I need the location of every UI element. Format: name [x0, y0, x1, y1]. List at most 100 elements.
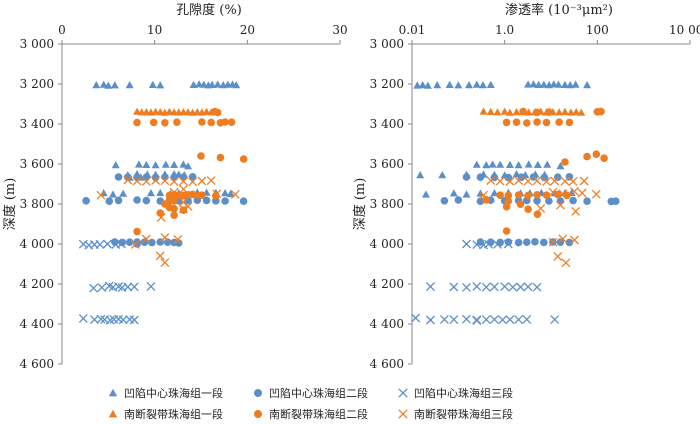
data-point — [476, 197, 485, 205]
data-point — [577, 108, 586, 116]
data-point — [522, 238, 531, 246]
data-point — [439, 314, 449, 324]
data-point — [540, 238, 548, 247]
data-point — [493, 239, 502, 249]
data-point — [505, 160, 514, 168]
data-point — [202, 196, 211, 205]
data-point — [433, 81, 442, 89]
data-point — [198, 191, 206, 199]
data-point — [556, 162, 565, 170]
data-point — [532, 176, 542, 186]
data-point — [536, 203, 546, 213]
data-point — [545, 197, 553, 205]
data-point — [553, 251, 563, 261]
data-point — [591, 189, 601, 199]
data-point — [421, 190, 430, 198]
data-point — [490, 189, 499, 197]
data-point — [533, 108, 541, 117]
data-point — [133, 118, 141, 127]
data-point — [130, 239, 140, 249]
data-point — [155, 251, 165, 261]
data-point — [523, 282, 533, 292]
data-point — [486, 176, 496, 186]
data-point — [514, 176, 524, 186]
data-point — [592, 150, 601, 158]
data-point — [519, 107, 527, 116]
data-point — [111, 161, 120, 169]
data-point — [498, 315, 508, 325]
data-point — [572, 108, 581, 116]
y-tick-label: 3 200 — [20, 77, 54, 91]
legend-item: 南断裂带珠海组一段 — [108, 406, 223, 422]
y-axis-label: 深度 (m) — [352, 178, 368, 231]
data-point — [213, 108, 222, 117]
data-point — [568, 176, 578, 186]
data-point — [481, 282, 491, 292]
y-axis-label: 深度 (m) — [2, 178, 18, 231]
data-point — [232, 81, 241, 89]
data-point — [550, 315, 560, 325]
y-tick-label: 3 000 — [20, 37, 54, 51]
legend-marker — [254, 410, 262, 418]
data-point — [183, 201, 193, 211]
data-point — [134, 160, 143, 168]
data-point — [524, 80, 533, 88]
data-point — [516, 282, 525, 292]
data-point — [558, 234, 568, 244]
data-point — [449, 282, 459, 292]
data-point — [239, 155, 248, 163]
data-point — [472, 80, 481, 88]
data-point — [156, 188, 165, 196]
data-point — [611, 197, 620, 205]
data-point — [163, 238, 172, 246]
data-point — [142, 196, 151, 205]
data-point — [216, 153, 225, 162]
data-point — [169, 177, 179, 187]
data-point — [583, 152, 591, 161]
data-point — [178, 184, 188, 194]
data-point — [226, 189, 235, 197]
data-point — [178, 176, 188, 186]
data-point — [151, 161, 160, 169]
data-point — [479, 190, 489, 200]
data-point — [533, 118, 541, 126]
legend: 凹陷中心珠海组一段 凹陷中心珠海组二段 凹陷中心珠海组三段 南断裂带珠海组一段 … — [108, 385, 698, 423]
data-point — [170, 197, 178, 205]
data-point — [97, 283, 107, 293]
series-group — [133, 107, 216, 116]
data-point — [542, 191, 551, 199]
data-point — [556, 238, 565, 246]
data-point — [569, 196, 577, 205]
data-point — [489, 314, 499, 324]
data-point — [548, 237, 558, 247]
y-tick-label: 4 200 — [370, 277, 404, 291]
data-point — [170, 173, 178, 182]
y-tick-label: 3 400 — [20, 117, 54, 131]
data-point — [496, 160, 505, 168]
data-point — [462, 173, 471, 181]
data-point — [472, 160, 481, 168]
data-point — [92, 81, 101, 89]
data-point — [484, 239, 494, 249]
data-point — [141, 234, 151, 244]
legend-item: 凹陷中心珠海组一段 — [108, 385, 223, 401]
data-point — [462, 239, 471, 249]
data-point — [188, 173, 197, 181]
data-point — [555, 118, 563, 126]
legend-marker — [398, 409, 408, 419]
data-point — [102, 239, 112, 249]
legend-marker-shape — [108, 388, 118, 397]
data-point — [123, 173, 132, 181]
data-point — [425, 282, 435, 292]
data-point — [161, 119, 169, 127]
series-group — [411, 239, 560, 326]
y-tick-label: 4 000 — [20, 237, 54, 251]
data-point — [230, 189, 240, 199]
data-point — [123, 282, 133, 292]
data-point — [495, 176, 505, 186]
data-point — [173, 234, 183, 244]
data-point — [486, 80, 495, 88]
data-point — [133, 196, 141, 204]
x-tick-label: 30 — [332, 23, 347, 37]
data-point — [95, 239, 105, 249]
